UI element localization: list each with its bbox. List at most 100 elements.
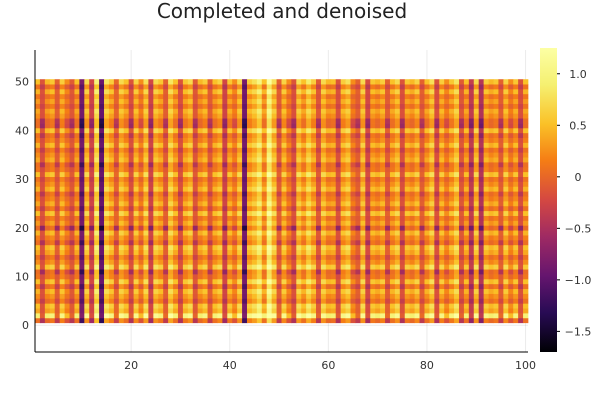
heatmap-cell	[399, 259, 406, 265]
heatmap-cell	[365, 264, 371, 270]
heatmap-cell	[394, 269, 401, 275]
heatmap-cell	[434, 205, 440, 212]
heatmap-cell	[394, 166, 401, 173]
heatmap-cell	[158, 293, 164, 299]
heatmap-cell	[488, 269, 494, 275]
heatmap-cell	[123, 98, 130, 104]
heatmap-cell	[409, 264, 415, 270]
heatmap-cell	[133, 79, 139, 85]
heatmap-cell	[449, 235, 455, 241]
heatmap-cell	[227, 278, 233, 285]
heatmap-cell	[217, 259, 223, 265]
heatmap-cell	[39, 303, 46, 309]
heatmap-cell	[311, 205, 317, 212]
heatmap-cell	[104, 88, 110, 95]
heatmap-cell	[316, 176, 322, 182]
heatmap-cell	[513, 147, 519, 153]
heatmap-cell	[49, 210, 56, 216]
heatmap-cell	[242, 298, 248, 304]
heatmap-cell	[222, 118, 228, 124]
heatmap-cell	[380, 157, 386, 163]
heatmap-cell	[44, 93, 51, 100]
heatmap-cell	[325, 84, 332, 90]
heatmap-cell	[399, 244, 406, 251]
heatmap-cell	[123, 244, 130, 251]
heatmap-cell	[192, 103, 199, 109]
heatmap-cell	[123, 176, 130, 182]
heatmap-cell	[281, 166, 287, 173]
heatmap-cell	[429, 118, 435, 124]
heatmap-cell	[99, 230, 105, 236]
heatmap-cell	[444, 191, 450, 197]
heatmap-cell	[370, 176, 376, 182]
heatmap-cell	[266, 235, 272, 241]
heatmap-cell	[478, 225, 484, 231]
heatmap-cell	[340, 269, 346, 275]
heatmap-cell	[296, 225, 302, 231]
heatmap-cell	[222, 171, 228, 177]
heatmap-cell	[385, 239, 391, 246]
heatmap-cell	[385, 176, 391, 182]
heatmap-cell	[498, 264, 504, 270]
heatmap-cell	[444, 215, 450, 221]
heatmap-cell	[94, 249, 100, 255]
heatmap-cell	[389, 118, 396, 124]
heatmap-cell	[177, 191, 184, 197]
heatmap-cell	[330, 176, 337, 182]
heatmap-cell	[108, 283, 115, 290]
heatmap-cell	[39, 317, 46, 324]
heatmap-cell	[370, 283, 376, 290]
heatmap-cell	[296, 298, 302, 304]
heatmap-cell	[463, 220, 470, 226]
heatmap-cell	[44, 283, 51, 290]
heatmap-cell	[84, 230, 90, 236]
heatmap-cell	[414, 132, 420, 139]
heatmap-cell	[404, 215, 411, 221]
heatmap-cell	[54, 317, 60, 324]
heatmap-cell	[468, 166, 475, 173]
heatmap-cell	[113, 303, 120, 309]
heatmap-cell	[74, 162, 80, 168]
heatmap-cell	[291, 132, 297, 139]
heatmap-cell	[173, 132, 179, 139]
heatmap-cell	[330, 269, 337, 275]
heatmap-cell	[291, 93, 297, 100]
heatmap-cell	[301, 108, 307, 114]
heatmap-cell	[306, 171, 312, 177]
heatmap-cell	[316, 196, 322, 202]
heatmap-cell	[54, 196, 60, 202]
heatmap-cell	[419, 137, 425, 143]
heatmap-cell	[237, 317, 243, 324]
heatmap-cell	[237, 152, 243, 158]
heatmap-cell	[281, 249, 287, 255]
heatmap-cell	[108, 201, 115, 207]
heatmap-cell	[64, 137, 70, 143]
heatmap-cell	[59, 303, 65, 309]
heatmap-cell	[69, 283, 75, 290]
heatmap-cell	[271, 244, 277, 251]
heatmap-cell	[281, 132, 287, 139]
heatmap-cell	[389, 123, 396, 129]
heatmap-cell	[335, 152, 342, 158]
heatmap-cell	[242, 225, 248, 231]
heatmap-cell	[99, 313, 105, 319]
heatmap-cell	[316, 249, 322, 255]
heatmap-cell	[153, 215, 159, 221]
heatmap-cell	[389, 283, 396, 290]
heatmap-cell	[104, 118, 110, 124]
heatmap-cell	[325, 142, 332, 148]
heatmap-cell	[163, 235, 169, 241]
heatmap-cell	[473, 254, 480, 260]
heatmap-cell	[439, 127, 445, 134]
heatmap-cell	[237, 181, 243, 187]
heatmap-cell	[281, 225, 287, 231]
heatmap-cell	[89, 176, 95, 182]
heatmap-cell	[113, 298, 120, 304]
heatmap-cell	[242, 98, 248, 104]
heatmap-cell	[458, 303, 465, 309]
heatmap-cell	[463, 84, 470, 90]
heatmap-cell	[197, 303, 203, 309]
heatmap-cell	[518, 278, 524, 285]
heatmap-cell	[478, 259, 484, 265]
heatmap-cell	[104, 123, 110, 129]
